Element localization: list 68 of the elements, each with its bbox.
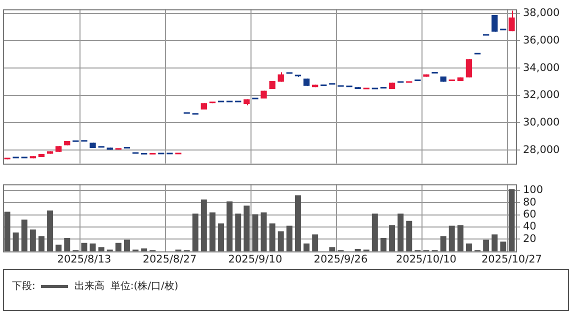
y-tick-label: 20: [523, 232, 536, 245]
bar: [269, 223, 276, 252]
bar: [12, 232, 19, 252]
legend-label: 出来高: [74, 280, 104, 293]
candlestick: [269, 81, 276, 89]
candlestick: [354, 86, 361, 90]
bar: [389, 225, 396, 252]
bar: [192, 214, 198, 252]
bar: [115, 242, 122, 252]
candlestick: [423, 74, 430, 78]
bar: [466, 243, 472, 252]
bar: [380, 238, 386, 252]
text: 単位:(株/口/枚): [110, 280, 178, 293]
bar: [30, 229, 36, 252]
x-tick-label: 2025/8/13: [57, 253, 112, 266]
bar: [56, 244, 62, 252]
bar: [200, 200, 207, 252]
bar: [98, 247, 104, 252]
y-tick-label: 40: [523, 220, 536, 233]
bar: [286, 226, 292, 252]
bar: [294, 195, 301, 252]
bar: [235, 214, 242, 252]
bar: [38, 236, 44, 252]
bar: [372, 214, 378, 252]
bar: [278, 231, 284, 252]
y-tick-label: 34,000: [523, 62, 560, 74]
x-tick-label: 2025/9/26: [314, 253, 368, 266]
bar: [406, 220, 412, 252]
bar: [260, 212, 267, 252]
x-tick-label: 2025/8/27: [142, 253, 197, 266]
legend-title: 下段:: [12, 280, 36, 293]
candlestick: [244, 98, 250, 106]
bar: [304, 243, 310, 252]
y-tick-label: 60: [523, 208, 536, 221]
bar: [329, 247, 336, 252]
bar: [47, 210, 54, 252]
bar: [90, 243, 96, 252]
candlestick: [106, 147, 113, 150]
bar: [312, 234, 318, 252]
bar: [81, 242, 88, 252]
bar: [448, 226, 455, 252]
x-tick-label: 2025/9/10: [228, 253, 282, 266]
bar: [398, 214, 404, 252]
y-tick-label: 38,000: [523, 7, 560, 20]
x-tick-label: 2025/10/10: [396, 253, 456, 266]
bar: [508, 189, 515, 252]
bar: [483, 240, 490, 252]
bar: [21, 220, 28, 252]
y-tick-label: 28,000: [523, 144, 560, 156]
y-tick-label: 80: [523, 196, 536, 208]
y-tick-label: 30,000: [523, 116, 560, 128]
bar: [244, 206, 250, 252]
bar: [226, 201, 233, 252]
bar: [440, 236, 446, 252]
bar: [218, 223, 224, 252]
bar: [457, 225, 464, 252]
candlestick: [260, 90, 267, 100]
x-tick-label: 2025/10/27: [481, 253, 542, 266]
bar: [64, 238, 70, 252]
bar: [500, 242, 506, 252]
bar: [4, 212, 10, 252]
bar: [492, 234, 498, 252]
bar: [252, 214, 258, 252]
bar: [209, 212, 216, 252]
y-tick-label: 36,000: [523, 34, 560, 46]
y-tick-label: 32,000: [523, 89, 560, 102]
bar: [124, 240, 130, 252]
y-tick-label: 100: [523, 184, 544, 196]
